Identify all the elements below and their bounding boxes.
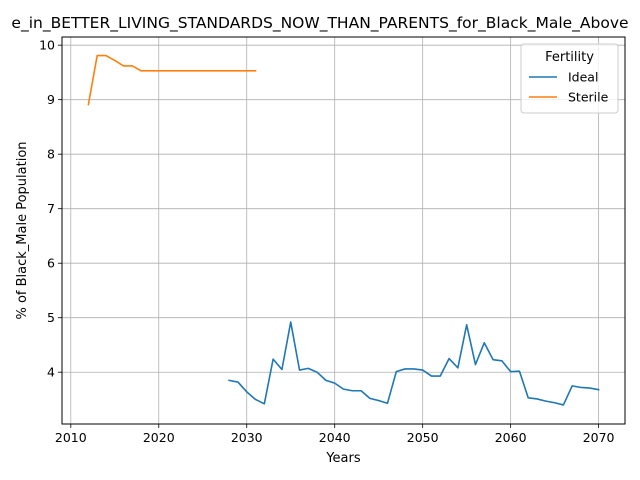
y-axis-label: % of Black_Male Population [15, 141, 30, 319]
y-tick-label: 8 [47, 147, 55, 162]
series-lines [87, 54, 600, 406]
y-tick-label: 6 [47, 256, 55, 271]
y-tick-label: 4 [47, 365, 55, 380]
x-tick-label: 2030 [231, 430, 263, 445]
x-tick-label: 2040 [319, 430, 351, 445]
y-tick-label: 9 [47, 92, 55, 107]
legend-box [520, 43, 619, 114]
chart-title: e_in_BETTER_LIVING_STANDARDS_NOW_THAN_PA… [11, 14, 628, 33]
x-tick-label: 2050 [407, 430, 439, 445]
x-tick-label: 2060 [495, 430, 527, 445]
y-tick-label: 7 [47, 201, 55, 216]
y-tick-label: 10 [39, 38, 55, 53]
axis-ticks: 2010 2020 2030 2040 2050 2060 2070 4 5 6 7 8 9 10 [39, 38, 614, 445]
series-line-sterile [87, 54, 257, 106]
x-tick-label: 2070 [583, 430, 615, 445]
y-tick-label: 5 [47, 310, 55, 325]
legend: Fertility Ideal Sterile [520, 43, 619, 114]
x-tick-label: 2010 [55, 430, 87, 445]
legend-title: Fertility [545, 50, 594, 65]
series-line-ideal [228, 321, 600, 406]
plot-area-frame [61, 36, 626, 425]
grid [62, 37, 625, 424]
x-tick-label: 2020 [143, 430, 175, 445]
x-axis-label: Years [325, 451, 361, 466]
legend-label-ideal: Ideal [568, 70, 598, 85]
legend-label-sterile: Sterile [568, 90, 609, 105]
